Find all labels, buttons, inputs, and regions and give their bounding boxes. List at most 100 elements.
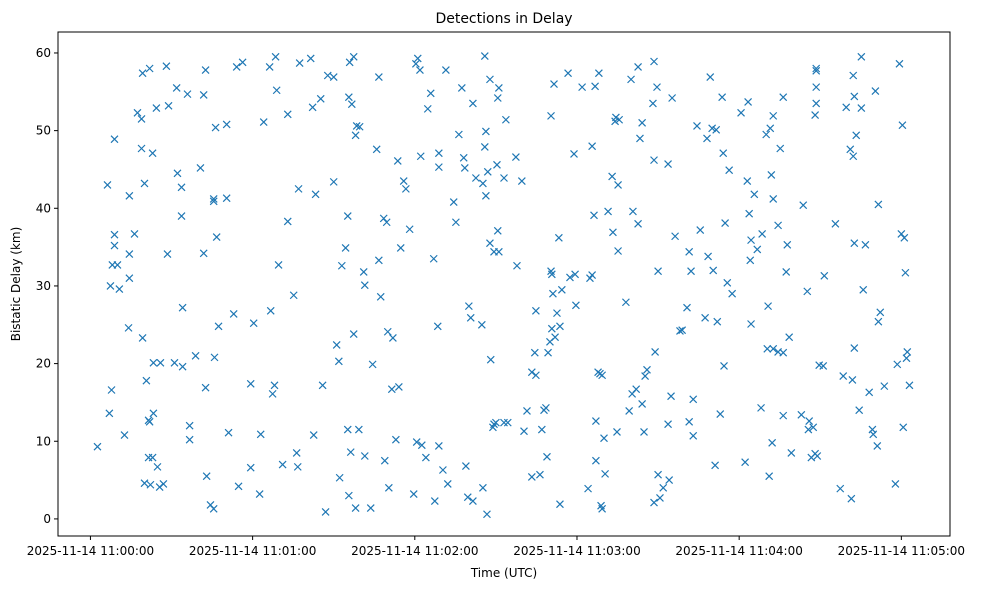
data-point: [901, 268, 910, 277]
data-point: [564, 69, 572, 78]
data-point: [547, 270, 556, 279]
data-point: [703, 134, 711, 143]
data-point: [491, 418, 500, 427]
data-point: [115, 285, 124, 293]
data-point: [343, 212, 352, 220]
data-point: [426, 89, 435, 98]
data-point: [329, 73, 338, 81]
data-point: [272, 86, 281, 95]
data-point: [503, 418, 512, 427]
data-point: [880, 382, 889, 391]
data-point: [177, 183, 186, 192]
data-point: [871, 87, 880, 95]
data-point: [762, 130, 771, 139]
data-point: [721, 219, 730, 227]
data-point: [547, 324, 556, 333]
data-point: [643, 365, 651, 374]
data-point: [527, 473, 536, 481]
data-point: [105, 409, 114, 418]
data-point: [344, 93, 353, 102]
data-point: [130, 229, 139, 238]
data-point: [145, 64, 154, 73]
data-point: [145, 417, 154, 426]
data-points: [93, 52, 914, 519]
data-point: [148, 149, 157, 158]
data-point: [494, 83, 503, 92]
data-point: [857, 104, 866, 113]
data-point: [460, 163, 469, 172]
data-point: [665, 476, 674, 485]
data-point: [137, 144, 146, 153]
data-point: [384, 483, 393, 492]
data-point: [566, 273, 574, 282]
data-point: [768, 438, 777, 447]
y-tick-label: 0: [43, 512, 51, 526]
data-point: [380, 456, 389, 465]
data-point: [481, 191, 490, 200]
data-point: [664, 160, 672, 168]
data-point: [654, 470, 662, 479]
data-point: [343, 425, 352, 434]
data-point: [651, 348, 660, 356]
data-point: [547, 111, 555, 120]
data-point: [124, 323, 133, 332]
data-point: [185, 435, 194, 444]
data-point: [405, 225, 414, 234]
data-point: [478, 483, 487, 492]
data-point: [627, 75, 635, 84]
data-point: [701, 313, 710, 322]
data-point: [611, 113, 620, 122]
data-point: [268, 389, 277, 398]
data-point: [865, 388, 874, 397]
data-point: [664, 420, 672, 429]
data-point: [185, 421, 194, 430]
data-point: [411, 59, 420, 68]
data-point: [483, 510, 491, 519]
data-point: [667, 392, 675, 401]
data-point: [744, 97, 753, 106]
data-point: [360, 281, 369, 290]
x-axis-label: Time (UTC): [470, 566, 537, 580]
data-point: [891, 480, 900, 488]
data-point: [214, 322, 223, 331]
data-point: [156, 358, 165, 367]
data-point: [159, 480, 168, 488]
data-point: [520, 427, 528, 436]
data-point: [758, 229, 767, 238]
data-point: [859, 285, 868, 294]
data-point: [897, 229, 906, 238]
data-point: [900, 233, 909, 242]
data-point: [270, 381, 279, 390]
data-point: [902, 354, 911, 363]
data-point: [720, 362, 728, 370]
data-point: [177, 212, 186, 220]
data-point: [486, 239, 494, 248]
data-point: [615, 115, 624, 124]
data-point: [769, 195, 778, 203]
data-point: [173, 169, 182, 178]
data-point: [591, 417, 600, 425]
data-point: [549, 289, 557, 298]
data-point: [857, 52, 866, 61]
plot-frame: [57, 31, 951, 537]
data-point: [527, 368, 536, 377]
data-point: [746, 256, 755, 265]
data-point: [486, 355, 495, 364]
data-point: [836, 484, 845, 493]
data-point: [146, 480, 155, 489]
data-point: [471, 174, 480, 182]
data-point: [349, 52, 358, 61]
data-point: [199, 90, 208, 99]
data-point: [351, 131, 360, 140]
data-point: [434, 441, 443, 450]
data-point: [531, 371, 540, 380]
data-point: [850, 92, 859, 101]
data-point: [308, 103, 317, 112]
data-point: [347, 100, 356, 109]
data-point: [656, 494, 664, 502]
data-point: [604, 207, 612, 216]
data-point: [483, 167, 492, 176]
data-point: [246, 463, 255, 472]
data-point: [797, 410, 806, 419]
data-point: [486, 75, 494, 84]
